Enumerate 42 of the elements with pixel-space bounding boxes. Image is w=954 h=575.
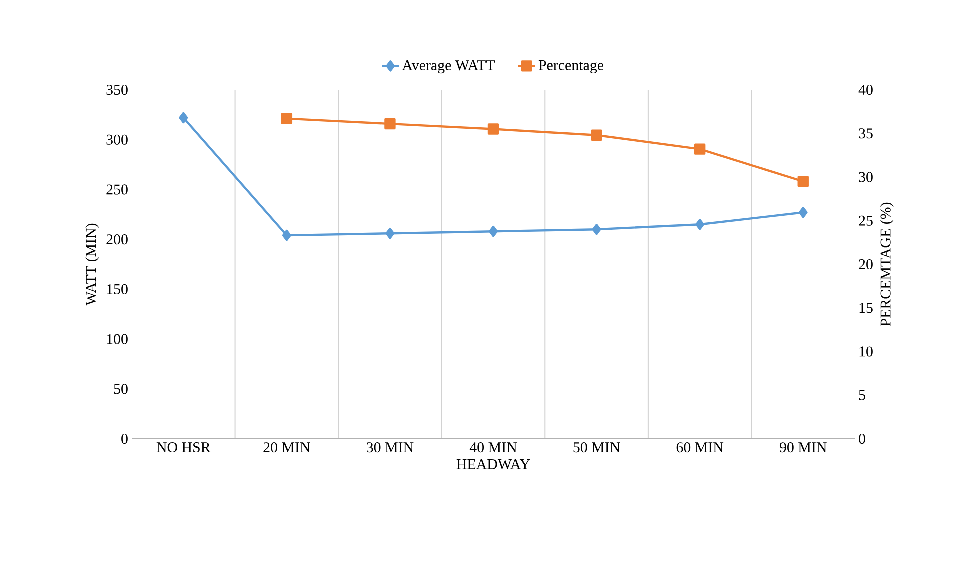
point xyxy=(694,144,706,155)
x-tick-label: 40 MIN xyxy=(470,442,517,453)
x-tick-label: 90 MIN xyxy=(780,442,827,453)
x-axis-title: HEADWAY xyxy=(456,459,530,470)
y2-tick-label: 5 xyxy=(859,390,866,400)
y-tick-label: 50 xyxy=(114,384,128,394)
legend-label: Percentage xyxy=(538,60,604,74)
y-tick-label: 300 xyxy=(106,134,128,145)
y2-tick-label: 20 xyxy=(859,259,873,270)
y2-tick-label: 0 xyxy=(859,434,866,444)
point xyxy=(384,118,396,130)
point xyxy=(798,176,809,188)
legend-label: Average WATT xyxy=(402,60,496,74)
x-tick-label: 50 MIN xyxy=(574,442,620,453)
point xyxy=(592,224,602,236)
point xyxy=(179,112,188,124)
point xyxy=(282,230,292,242)
y-tick-label: 350 xyxy=(106,84,128,96)
y2-axis-title: PERCEMTAGE (%) xyxy=(880,202,894,326)
x-tick-label: 20 MIN xyxy=(264,442,310,453)
point xyxy=(696,219,705,230)
point xyxy=(386,228,395,240)
y-tick-label: 250 xyxy=(106,184,128,195)
y-tick-label: 150 xyxy=(107,284,128,294)
y-tick-label: 0 xyxy=(122,434,128,444)
point xyxy=(281,113,293,124)
x-tick-label: 60 MIN xyxy=(676,442,724,453)
point xyxy=(488,124,500,135)
y2-tick-label: 25 xyxy=(859,216,873,226)
y-axis-title: WATT (MIN) xyxy=(86,224,100,306)
y2-tick-label: 40 xyxy=(858,84,873,96)
y2-tick-label: 10 xyxy=(860,346,873,357)
point xyxy=(798,207,808,218)
y-tick-label: 100 xyxy=(107,334,128,344)
y-tick-label: 200 xyxy=(106,234,128,245)
point xyxy=(489,226,498,238)
x-tick-label: 30 MIN xyxy=(367,442,414,453)
y2-tick-label: 15 xyxy=(860,303,873,314)
y2-tick-label: 35 xyxy=(859,128,873,139)
x-tick-label: NO HSR xyxy=(156,442,211,453)
y2-tick-label: 30 xyxy=(859,172,873,182)
point xyxy=(591,130,602,141)
